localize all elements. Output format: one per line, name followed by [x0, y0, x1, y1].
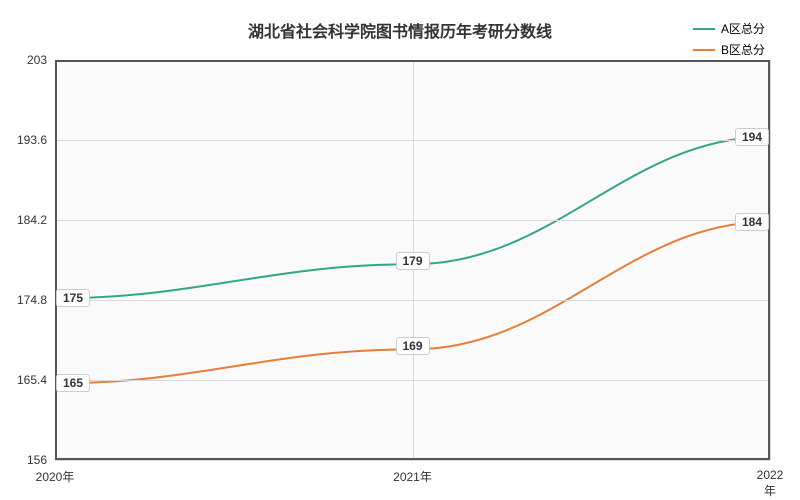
data-label: 184 — [735, 213, 769, 231]
legend-swatch-b — [693, 49, 715, 51]
grid-line-v — [770, 60, 771, 460]
chart-title: 湖北省社会科学院图书情报历年考研分数线 — [0, 18, 800, 42]
y-tick-label: 165.4 — [2, 373, 47, 387]
legend-swatch-a — [693, 28, 715, 30]
y-tick-label: 174.8 — [2, 293, 47, 307]
legend-item-b: B区总分 — [693, 41, 765, 58]
x-tick-label: 2020年 — [36, 468, 75, 485]
x-tick-label: 2021年 — [393, 468, 432, 485]
data-label: 175 — [56, 289, 90, 307]
y-tick-label: 184.2 — [2, 213, 47, 227]
y-tick-label: 156 — [2, 453, 47, 467]
y-tick-label: 193.6 — [2, 133, 47, 147]
legend-label-b: B区总分 — [721, 41, 765, 58]
y-tick-label: 203 — [2, 53, 47, 67]
grid-line-h — [55, 460, 770, 461]
data-label: 165 — [56, 374, 90, 392]
plot-area: 175 179 194 165 169 184 — [55, 60, 770, 460]
data-label: 194 — [735, 128, 769, 146]
data-label: 179 — [395, 252, 429, 270]
legend: A区总分 B区总分 — [693, 20, 765, 62]
data-label: 169 — [395, 337, 429, 355]
chart-container: 湖北省社会科学院图书情报历年考研分数线 A区总分 B区总分 1751791941… — [0, 0, 800, 500]
grid-line-v — [55, 60, 56, 460]
legend-label-a: A区总分 — [721, 20, 765, 37]
x-tick-label: 2022年 — [755, 468, 785, 499]
legend-item-a: A区总分 — [693, 20, 765, 37]
